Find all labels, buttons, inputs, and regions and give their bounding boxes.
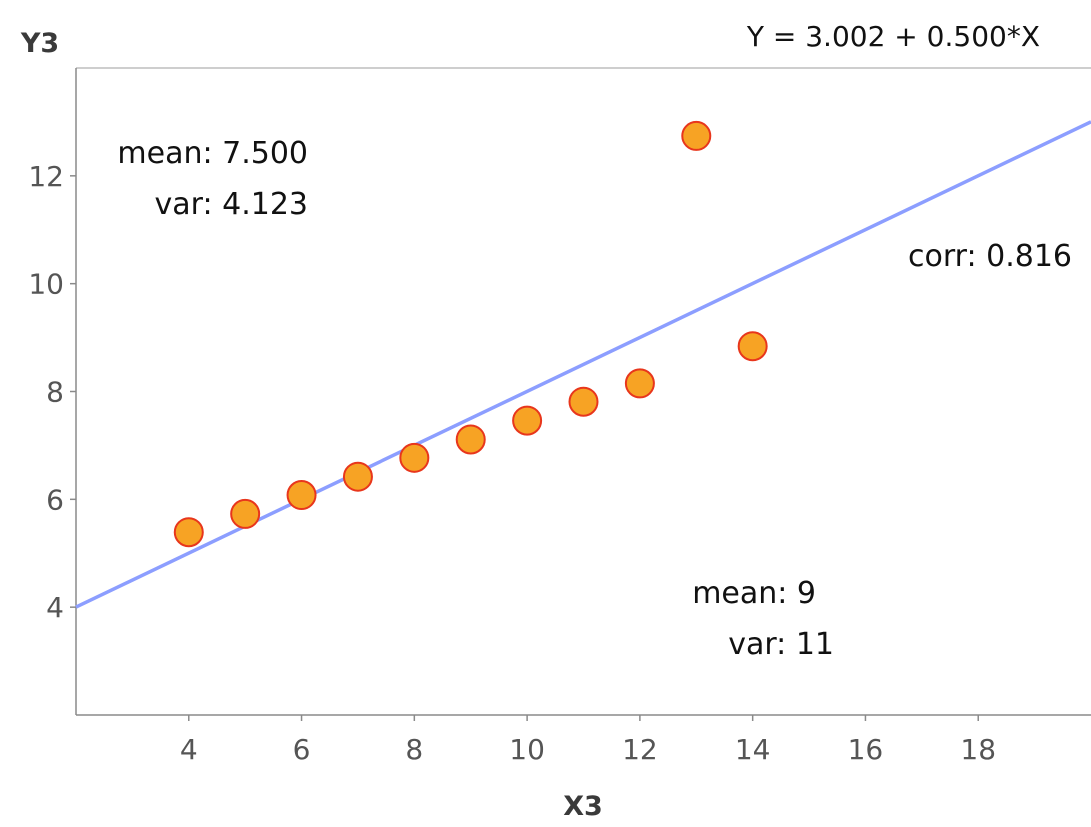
x-var-annotation: var: 11 bbox=[728, 627, 834, 662]
data-point bbox=[173, 517, 204, 548]
data-points bbox=[173, 120, 768, 548]
data-point bbox=[230, 498, 261, 529]
x-tick-label: 12 bbox=[622, 733, 658, 766]
y-tick-label: 8 bbox=[46, 376, 64, 409]
x-tick-label: 16 bbox=[848, 733, 884, 766]
data-point bbox=[568, 386, 599, 417]
x-axis-label: X3 bbox=[563, 791, 603, 822]
data-point bbox=[512, 405, 543, 436]
y-tick-label: 4 bbox=[46, 591, 64, 624]
regression-equation: Y = 3.002 + 0.500*X bbox=[746, 20, 1040, 53]
y-tick-label: 6 bbox=[46, 483, 64, 516]
data-point bbox=[624, 368, 655, 399]
x-tick-label: 10 bbox=[509, 733, 545, 766]
x-tick-label: 18 bbox=[960, 733, 996, 766]
x-mean-annotation: mean: 9 bbox=[692, 576, 816, 611]
y-axis-label: Y3 bbox=[20, 28, 59, 59]
data-point bbox=[681, 120, 712, 151]
data-point bbox=[286, 480, 317, 511]
y-tick-label: 10 bbox=[28, 268, 64, 301]
x-tick-label: 6 bbox=[293, 733, 311, 766]
axis-ticks: 4 6 8 10 12 14 16 18 4 6 8 10 12 bbox=[28, 160, 996, 766]
y-tick-label: 12 bbox=[28, 160, 64, 193]
data-point bbox=[455, 424, 486, 455]
y-mean-annotation: mean: 7.500 bbox=[117, 136, 308, 171]
corr-annotation: corr: 0.816 bbox=[908, 239, 1072, 274]
data-point bbox=[399, 442, 430, 473]
data-point bbox=[737, 331, 768, 362]
data-point bbox=[342, 461, 373, 492]
y-var-annotation: var: 4.123 bbox=[155, 187, 308, 222]
x-tick-label: 8 bbox=[405, 733, 423, 766]
x-tick-label: 4 bbox=[180, 733, 198, 766]
x-tick-label: 14 bbox=[735, 733, 771, 766]
